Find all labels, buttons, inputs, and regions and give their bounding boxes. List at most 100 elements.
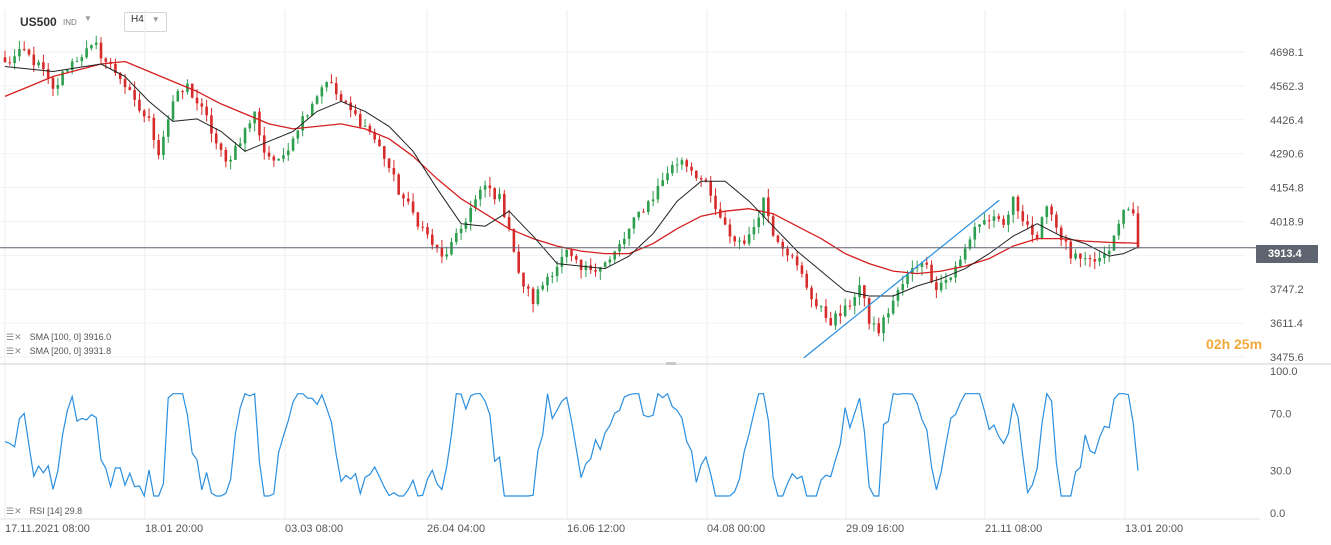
- candle: [623, 231, 626, 249]
- candle-body: [512, 229, 516, 252]
- candle-body: [502, 193, 506, 218]
- price-axis[interactable]: 4698.14562.34426.44290.64154.84018.93883…: [1270, 47, 1304, 364]
- candle-body: [474, 199, 477, 208]
- candle-body: [1131, 209, 1135, 214]
- candle: [512, 228, 516, 253]
- candle-body: [32, 54, 36, 66]
- candle-body: [757, 217, 761, 228]
- pane-resize-handle[interactable]: [666, 362, 676, 365]
- candle: [469, 200, 472, 231]
- candle: [570, 249, 573, 262]
- candle: [411, 193, 415, 216]
- candle-body: [795, 256, 799, 266]
- candle-body: [1093, 259, 1097, 262]
- candle-body: [157, 140, 160, 156]
- candle-body: [291, 138, 295, 151]
- candle-body: [99, 42, 103, 59]
- grid: [0, 10, 1245, 519]
- candle: [1007, 211, 1010, 233]
- candle-body: [214, 133, 218, 144]
- candle-body: [339, 94, 343, 101]
- candle: [829, 311, 833, 326]
- candle-body: [536, 289, 540, 304]
- candle: [541, 281, 544, 292]
- sma100-legend[interactable]: ☰✕ SMA [100, 0] 3916.0: [6, 332, 111, 343]
- candle-body: [671, 165, 674, 174]
- candle-body: [570, 249, 573, 257]
- candle: [575, 253, 578, 264]
- settings-icon[interactable]: ☰✕: [6, 346, 22, 356]
- candle-body: [306, 115, 309, 117]
- candle-body: [915, 266, 919, 269]
- candle: [483, 180, 487, 198]
- candle-body: [22, 49, 26, 51]
- candle-body: [699, 178, 703, 180]
- sma100-line: [4, 63, 1139, 297]
- candle-body: [863, 285, 866, 299]
- candle-body: [1026, 221, 1029, 225]
- candle: [474, 195, 477, 212]
- candle-body: [920, 262, 924, 267]
- candle-body: [51, 77, 55, 89]
- settings-icon[interactable]: ☰✕: [6, 332, 22, 342]
- trendline[interactable]: [803, 199, 1000, 359]
- candle: [99, 37, 103, 64]
- candle-body: [627, 228, 631, 239]
- rsi-legend[interactable]: ☰✕ RSI [14] 29.8: [6, 506, 82, 517]
- candle: [517, 244, 520, 275]
- candle: [656, 178, 660, 204]
- candle-body: [949, 277, 953, 280]
- candle: [747, 226, 751, 247]
- time-tick-label: 29.09 16:00: [846, 523, 904, 535]
- candle-body: [128, 87, 132, 91]
- candle: [320, 84, 324, 104]
- candle-body: [1136, 213, 1140, 248]
- candle: [906, 270, 909, 288]
- candle-body: [493, 188, 496, 200]
- sma200-legend[interactable]: ☰✕ SMA [200, 0] 3931.8: [6, 346, 111, 357]
- exchange-chevron-down-icon[interactable]: ▼: [84, 14, 92, 23]
- candle: [599, 266, 602, 280]
- candle-body: [695, 170, 698, 179]
- rsi-axis[interactable]: 100.0 70.0 30.0 0.0: [1270, 366, 1298, 520]
- candle: [752, 219, 756, 241]
- candle-body: [464, 222, 468, 229]
- candle-body: [613, 251, 617, 260]
- candle-body: [248, 123, 252, 129]
- candle-body: [18, 49, 21, 57]
- candle-body: [1040, 217, 1044, 239]
- candle: [738, 236, 741, 250]
- time-axis[interactable]: 17.11.2021 08:00 18.01 20:00 03.03 08:00 26…: [5, 523, 1183, 535]
- candle: [248, 119, 252, 133]
- candle: [3, 50, 7, 63]
- settings-icon[interactable]: ☰✕: [6, 506, 22, 516]
- candle-body: [704, 179, 708, 181]
- candle: [440, 240, 444, 264]
- symbol-label[interactable]: US500: [20, 15, 57, 29]
- candle: [800, 261, 804, 278]
- candle-body: [589, 265, 593, 270]
- candle: [507, 209, 511, 232]
- candle-body: [94, 42, 98, 45]
- candle-body: [195, 97, 199, 104]
- candle-body: [238, 143, 242, 147]
- candle: [1021, 204, 1025, 227]
- candle-body: [815, 299, 818, 307]
- candle-body: [968, 239, 972, 249]
- candle-body: [872, 323, 876, 325]
- candle: [767, 188, 770, 223]
- candle: [90, 44, 93, 51]
- candle-body: [1059, 227, 1063, 240]
- candle-body: [762, 197, 765, 218]
- candle: [978, 223, 981, 233]
- candle: [234, 142, 237, 161]
- candle-body: [1050, 206, 1053, 215]
- candle-body: [430, 234, 434, 245]
- candle: [37, 59, 40, 69]
- candle-body: [1122, 209, 1125, 224]
- candle-body: [219, 143, 223, 150]
- candle: [200, 98, 204, 116]
- candle-countdown: 02h 25m: [1206, 336, 1263, 352]
- candle-body: [584, 265, 588, 271]
